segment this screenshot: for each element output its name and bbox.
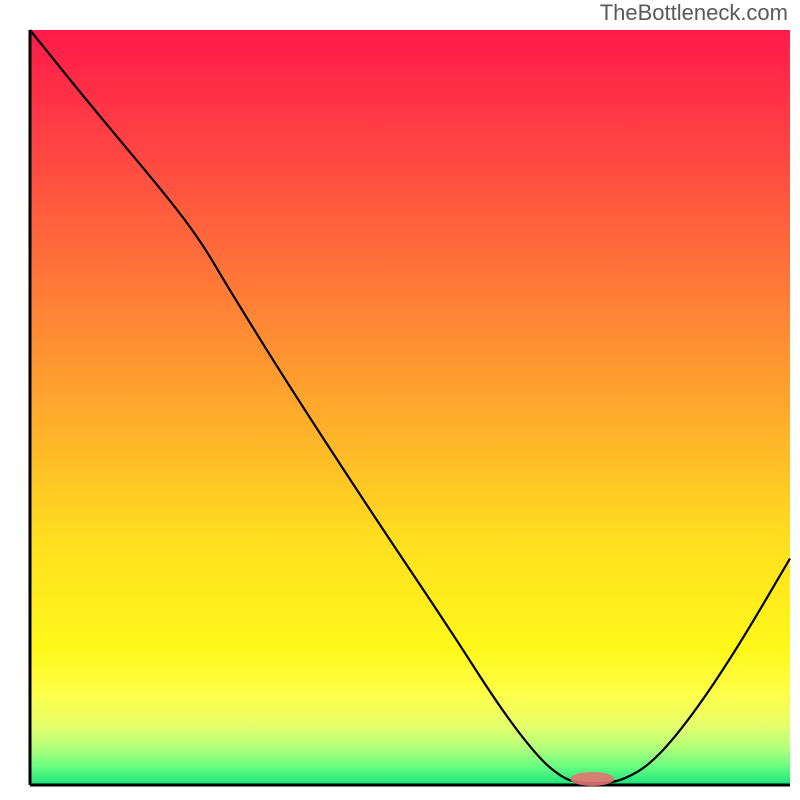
bottleneck-chart: TheBottleneck.com [0, 0, 800, 800]
optimal-marker [570, 772, 614, 786]
watermark-text: TheBottleneck.com [600, 0, 788, 26]
chart-svg [0, 0, 800, 800]
plot-background [30, 30, 790, 785]
